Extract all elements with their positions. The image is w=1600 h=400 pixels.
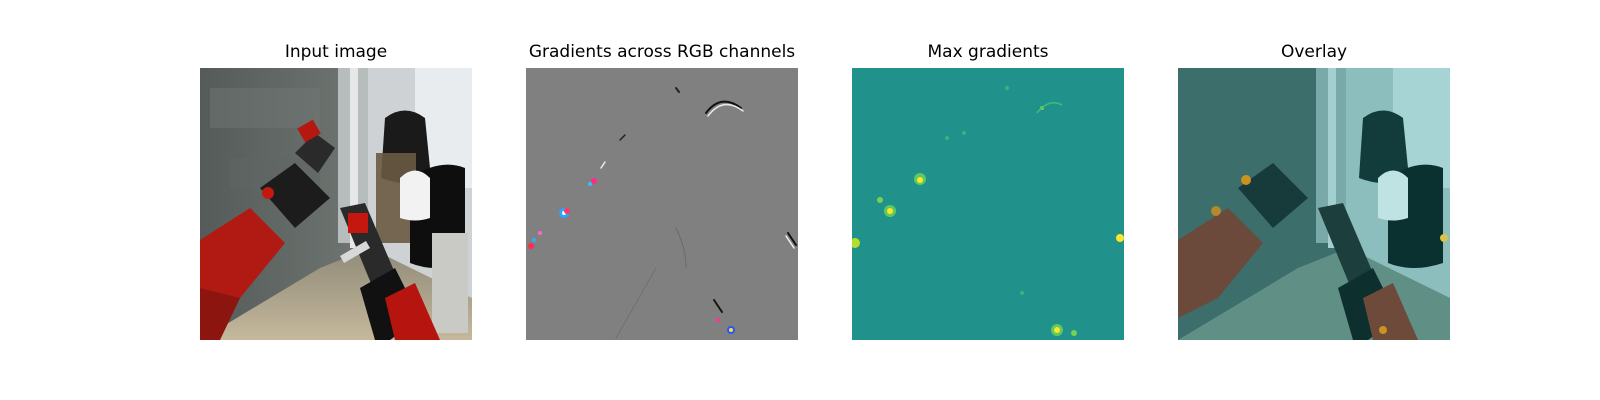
panel-title: Max gradients bbox=[927, 42, 1049, 62]
panel-title: Overlay bbox=[1280, 42, 1348, 62]
panel-title: Gradients across RGB channels bbox=[528, 42, 796, 62]
input-image bbox=[200, 68, 472, 340]
overlay-image bbox=[1178, 68, 1450, 340]
max-gradients-image bbox=[852, 68, 1124, 340]
gradients-rgb-image bbox=[526, 68, 798, 340]
panel-title: Input image bbox=[284, 42, 388, 62]
